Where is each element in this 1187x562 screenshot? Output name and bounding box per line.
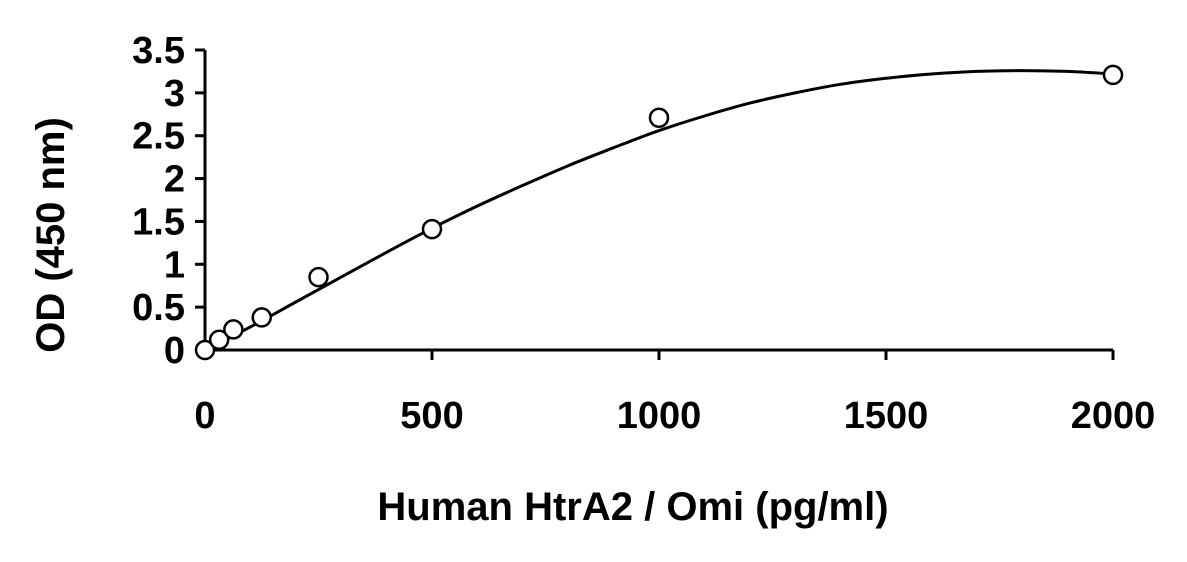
data-point xyxy=(421,218,443,240)
y-tick-label: 2 xyxy=(164,159,185,201)
y-tick-label: 0 xyxy=(164,330,185,372)
y-tick-label: 2.5 xyxy=(132,116,185,158)
data-point xyxy=(208,329,230,350)
data-markers xyxy=(194,64,1124,361)
data-point xyxy=(194,339,216,361)
data-point xyxy=(1102,64,1124,86)
x-tick-label: 0 xyxy=(194,395,215,437)
data-point xyxy=(648,107,670,128)
axes xyxy=(203,50,1113,352)
y-axis-ticks: 00.511.522.533.5 xyxy=(132,30,205,372)
data-point xyxy=(223,319,244,340)
x-axis-title: Human HtrA2 / Omi (pg/ml) xyxy=(377,485,888,529)
x-tick-label: 1500 xyxy=(844,395,929,437)
x-tick-label: 500 xyxy=(400,395,463,437)
y-tick-label: 1.5 xyxy=(132,201,185,243)
y-axis-title: OD (450 nm) xyxy=(29,117,73,353)
x-tick-label: 1000 xyxy=(617,395,702,437)
y-tick-label: 3.5 xyxy=(132,30,185,72)
y-tick-label: 0.5 xyxy=(132,287,185,329)
x-axis-ticks: 0 500 1000 1500 2000 xyxy=(194,350,1155,437)
data-point xyxy=(308,266,329,288)
x-tick-label: 2000 xyxy=(1071,395,1156,437)
fit-curve xyxy=(204,69,1114,352)
y-tick-label: 3 xyxy=(164,73,185,115)
data-point xyxy=(251,307,272,328)
y-tick-label: 1 xyxy=(164,244,185,286)
